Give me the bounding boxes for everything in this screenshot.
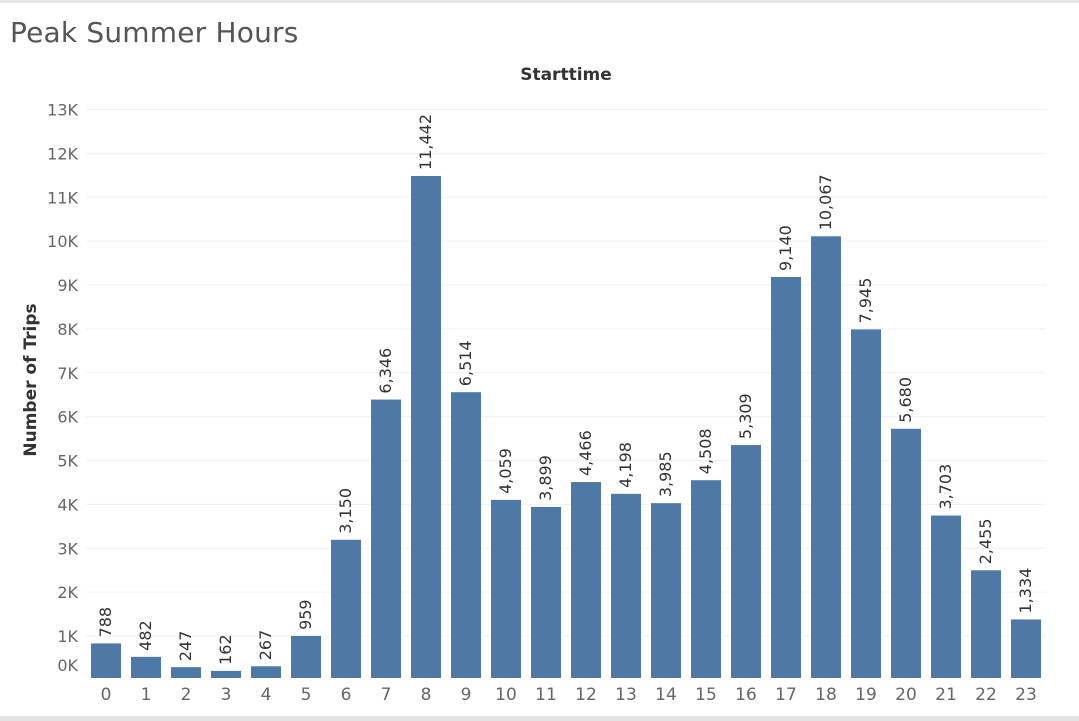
x-tick-label: 7 (381, 685, 392, 705)
bar-value-label: 162 (216, 634, 235, 665)
x-axis-title: Starttime (520, 65, 612, 85)
bar[interactable] (931, 515, 961, 678)
bar[interactable] (251, 666, 281, 678)
y-tick-label: 2K (57, 583, 78, 602)
y-tick-label: 3K (57, 539, 78, 558)
data-labels: 788 482 247 162 267 959 3,150 6,346 11,442 6,514 4… (96, 114, 1035, 665)
x-tick-label: 22 (975, 685, 997, 705)
top-divider (0, 0, 1079, 3)
x-tick-label: 0 (101, 685, 112, 705)
bars (91, 175, 1041, 679)
bar[interactable] (651, 503, 681, 678)
bar[interactable] (731, 445, 761, 678)
y-axis-ticks: 0K 1K 2K 3K 4K 5K 6K 7K 8K 9K 10K 11K 12K 13K (47, 101, 78, 676)
x-tick-label: 19 (855, 685, 877, 705)
bar-value-label: 3,985 (656, 451, 675, 497)
y-tick-label: 10K (47, 232, 78, 251)
bar-value-label: 2,455 (976, 518, 995, 564)
x-tick-label: 17 (775, 685, 797, 705)
y-tick-label: 8K (57, 320, 78, 339)
bar[interactable] (91, 643, 121, 678)
bar[interactable] (451, 392, 481, 678)
bar-value-label: 9,140 (776, 225, 795, 271)
x-tick-label: 18 (815, 685, 837, 705)
x-tick-label: 2 (181, 685, 192, 705)
x-tick-label: 9 (461, 685, 472, 705)
x-tick-label: 16 (735, 685, 757, 705)
x-tick-label: 6 (341, 685, 352, 705)
bar[interactable] (611, 493, 641, 678)
y-tick-label: 0K (57, 656, 78, 675)
bar-value-label: 4,059 (496, 448, 515, 494)
bar-value-label: 4,508 (696, 428, 715, 474)
bar-value-label: 4,198 (616, 442, 635, 488)
x-tick-label: 13 (615, 685, 637, 705)
x-tick-label: 8 (421, 685, 432, 705)
y-tick-label: 6K (57, 408, 78, 427)
y-tick-label: 11K (47, 188, 78, 207)
bar[interactable] (211, 670, 241, 678)
x-tick-label: 11 (535, 685, 557, 705)
x-tick-label: 3 (221, 685, 232, 705)
bar-value-label: 3,703 (936, 464, 955, 510)
bar-value-label: 6,346 (376, 348, 395, 394)
bar-value-label: 4,466 (576, 430, 595, 476)
y-tick-label: 5K (57, 452, 78, 471)
x-tick-label: 21 (935, 685, 957, 705)
bar-value-label: 247 (176, 631, 195, 662)
bar[interactable] (1011, 619, 1041, 678)
x-tick-label: 20 (895, 685, 917, 705)
bar[interactable] (571, 482, 601, 678)
bar[interactable] (291, 635, 321, 678)
y-axis-title: Number of Trips (21, 303, 41, 456)
x-tick-label: 12 (575, 685, 597, 705)
bar-value-label: 3,150 (336, 488, 355, 534)
bar[interactable] (411, 175, 441, 679)
y-tick-label: 4K (57, 495, 78, 514)
bar-value-label: 959 (296, 599, 315, 630)
bar-value-label: 7,945 (856, 278, 875, 324)
bar[interactable] (331, 539, 361, 678)
gridlines (86, 109, 1046, 637)
x-tick-label: 5 (301, 685, 312, 705)
bar-value-label: 788 (96, 607, 115, 638)
bar[interactable] (691, 480, 721, 678)
x-tick-label: 10 (495, 685, 517, 705)
x-tick-label: 1 (141, 685, 152, 705)
bar[interactable] (371, 399, 401, 678)
y-tick-label: 9K (57, 276, 78, 295)
y-tick-label: 1K (57, 627, 78, 646)
x-tick-label: 15 (695, 685, 717, 705)
bar[interactable] (851, 329, 881, 678)
bar-value-label: 5,680 (896, 377, 915, 423)
y-tick-label: 13K (47, 101, 78, 120)
x-tick-label: 4 (261, 685, 272, 705)
bar[interactable] (811, 236, 841, 679)
bar[interactable] (171, 667, 201, 678)
bar[interactable] (131, 656, 161, 678)
bar-value-label: 6,514 (456, 340, 475, 386)
bar[interactable] (971, 570, 1001, 678)
y-tick-label: 12K (47, 144, 78, 163)
bar[interactable] (891, 428, 921, 678)
bar[interactable] (531, 506, 561, 678)
bar[interactable] (771, 276, 801, 678)
bar-value-label: 3,899 (536, 455, 555, 501)
bar-value-label: 10,067 (816, 174, 835, 230)
chart-title: Peak Summer Hours (10, 16, 299, 49)
bar-value-label: 267 (256, 630, 275, 661)
x-tick-label: 14 (655, 685, 677, 705)
bar-value-label: 11,442 (416, 114, 435, 170)
x-axis-ticks: 0 1 2 3 4 5 6 7 8 9 10 11 12 13 14 15 16 17 18 19 20 21 22 23 (101, 685, 1037, 705)
bar-value-label: 1,334 (1016, 568, 1035, 614)
bar[interactable] (491, 499, 521, 678)
bar-value-label: 482 (136, 620, 155, 651)
x-tick-label: 23 (1015, 685, 1037, 705)
bottom-divider (0, 716, 1079, 721)
y-tick-label: 7K (57, 364, 78, 383)
bar-value-label: 5,309 (736, 393, 755, 439)
